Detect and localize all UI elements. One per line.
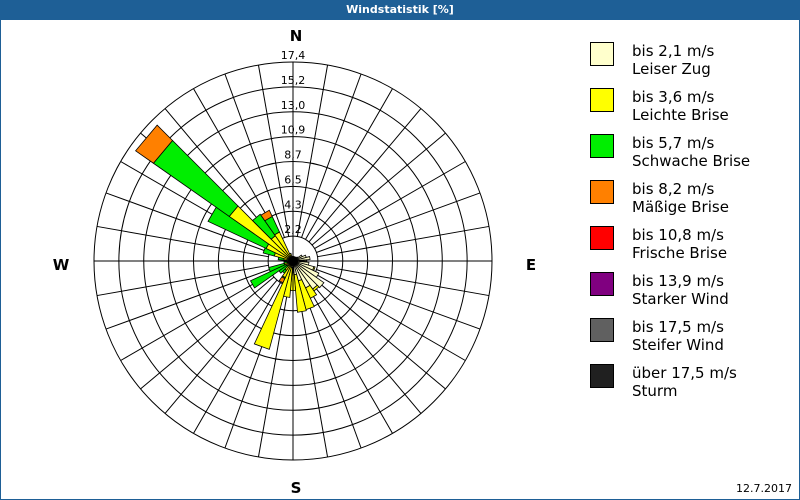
legend-label: bis 5,7 m/s Schwache Brise	[632, 134, 751, 170]
legend-swatch	[590, 364, 614, 388]
legend-label: bis 2,1 m/s Leiser Zug	[632, 42, 715, 78]
sector-segment	[293, 273, 307, 313]
sector-segment	[249, 263, 287, 289]
ring-label: 2,2	[284, 223, 302, 236]
legend-swatch	[590, 42, 614, 66]
sector-segment	[260, 209, 273, 222]
compass-south: S	[290, 479, 302, 497]
ring-label: 6,5	[284, 173, 302, 186]
sector-segment	[278, 276, 286, 284]
legend-swatch	[590, 318, 614, 342]
legend-label: bis 10,8 m/s Frische Brise	[632, 226, 728, 262]
sector-segment	[135, 124, 174, 164]
compass-east: E	[525, 256, 537, 274]
legend-swatch	[590, 134, 614, 158]
legend-swatch	[590, 180, 614, 204]
sector-segment	[283, 261, 288, 264]
compass-west: W	[52, 256, 70, 274]
legend-label: bis 3,6 m/s Leichte Brise	[632, 88, 729, 124]
legend-swatch	[590, 226, 614, 250]
legend-label: bis 17,5 m/s Steifer Wind	[632, 318, 724, 354]
sector-segment	[268, 262, 286, 273]
legend-swatch	[590, 88, 614, 112]
ring-label: 13,0	[281, 99, 306, 112]
legend-label: über 17,5 m/s Sturm	[632, 364, 737, 400]
ring-label: 8,7	[284, 149, 302, 162]
legend-label: bis 8,2 m/s Mäßige Brise	[632, 180, 729, 216]
date-label: 12.7.2017	[736, 482, 792, 495]
ring-label: 15,2	[281, 74, 306, 87]
window-title: Windstatistik [%]	[0, 0, 800, 20]
ring-label: 4,3	[284, 198, 302, 211]
ring-label: 17,4	[281, 49, 306, 62]
legend-swatch	[590, 272, 614, 296]
compass-north: N	[289, 27, 303, 45]
legend-label: bis 13,9 m/s Starker Wind	[632, 272, 729, 308]
sector-segment	[251, 213, 276, 240]
ring-label: 10,9	[281, 124, 306, 137]
